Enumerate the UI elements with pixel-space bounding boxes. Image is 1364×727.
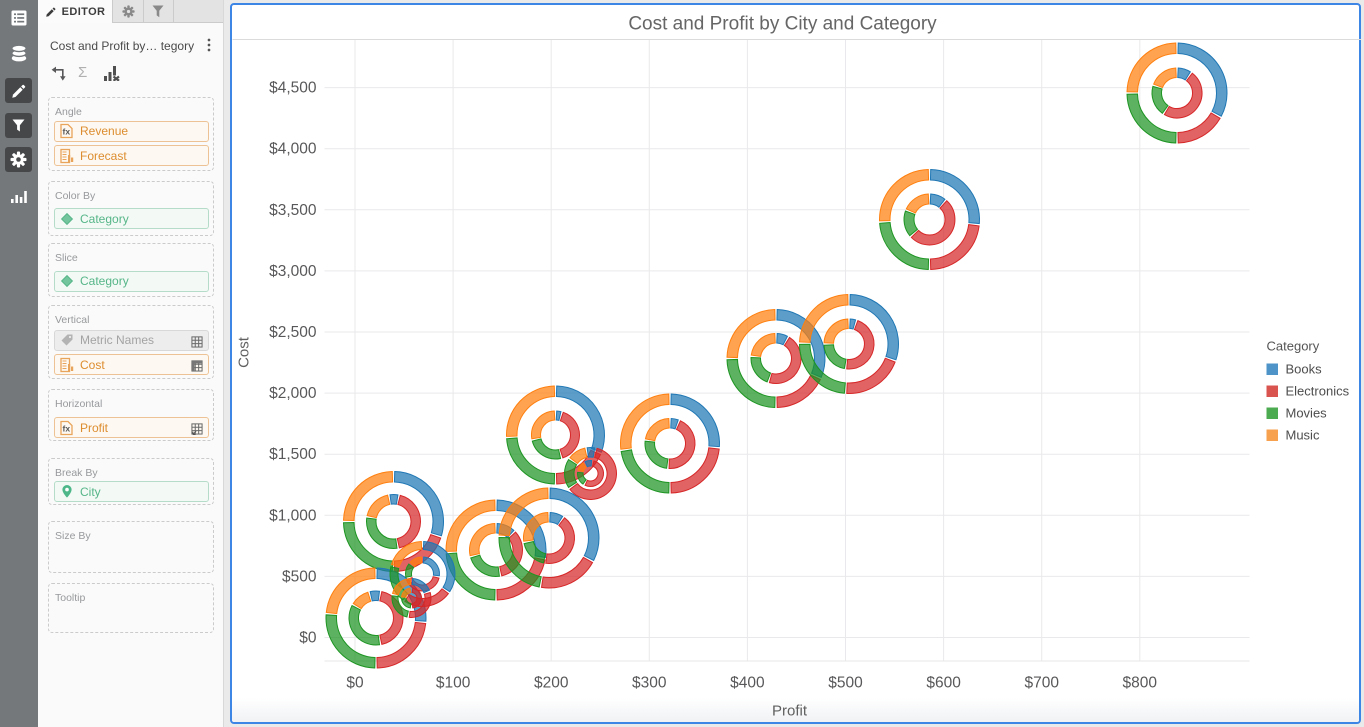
svg-text:fx: fx [63, 127, 71, 137]
svg-text:$2,500: $2,500 [269, 324, 317, 341]
svg-text:$4,000: $4,000 [269, 141, 317, 158]
svg-text:$0: $0 [299, 630, 317, 647]
svg-text:fx: fx [63, 423, 71, 433]
svg-text:$1,000: $1,000 [269, 507, 317, 524]
svg-text:Electronics: Electronics [1285, 384, 1349, 399]
svg-text:Books: Books [1285, 362, 1322, 377]
svg-text:$600: $600 [926, 675, 961, 692]
svg-text:Profit: Profit [771, 703, 807, 720]
svg-text:$300: $300 [632, 675, 667, 692]
svg-text:$100: $100 [435, 675, 470, 692]
svg-text:$4,500: $4,500 [269, 80, 317, 97]
svg-text:$800: $800 [1122, 675, 1157, 692]
svg-text:Music: Music [1285, 428, 1319, 443]
svg-text:$200: $200 [533, 675, 568, 692]
svg-text:$400: $400 [730, 675, 765, 692]
svg-text:$3,000: $3,000 [269, 263, 317, 280]
svg-text:Cost: Cost [235, 336, 252, 368]
svg-text:$500: $500 [828, 675, 863, 692]
svg-text:$1,500: $1,500 [269, 446, 317, 463]
svg-text:$500: $500 [282, 568, 317, 585]
svg-text:Movies: Movies [1285, 406, 1327, 421]
svg-text:$2,000: $2,000 [269, 385, 317, 402]
svg-text:Cost and Profit by City and Ca: Cost and Profit by City and Category [628, 14, 937, 35]
svg-text:$700: $700 [1024, 675, 1059, 692]
svg-text:$3,500: $3,500 [269, 202, 317, 219]
svg-text:$0: $0 [346, 675, 364, 692]
svg-text:Category: Category [1266, 339, 1319, 354]
